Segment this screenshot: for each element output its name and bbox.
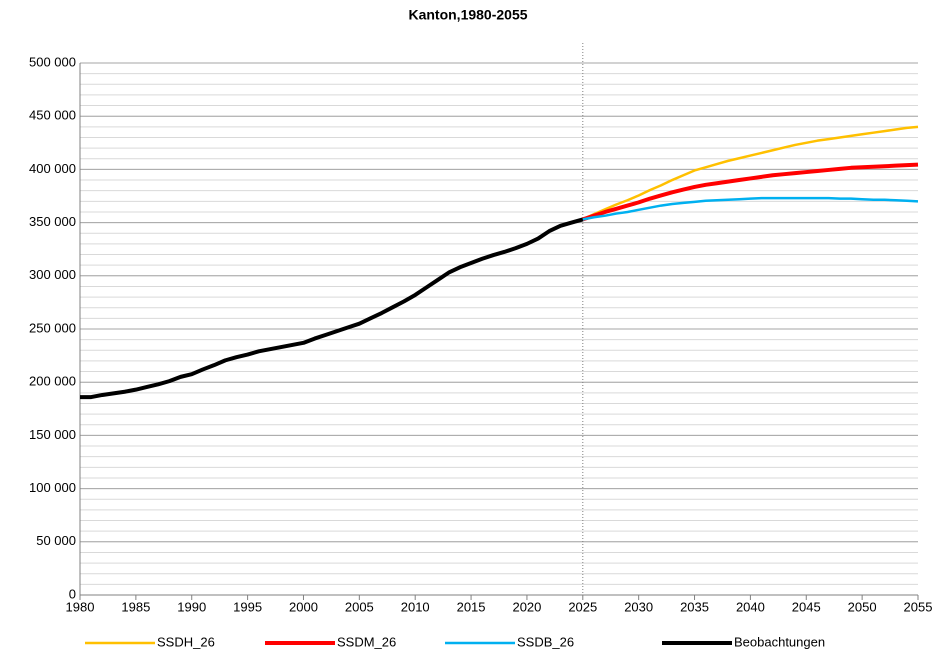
y-tick-label: 500 000 xyxy=(29,54,76,69)
series-line xyxy=(582,196,919,221)
y-tick-label: 350 000 xyxy=(29,214,76,229)
x-tick-label: 2010 xyxy=(401,599,430,614)
x-tick-label: 2035 xyxy=(680,599,709,614)
series-line xyxy=(582,125,919,221)
y-tick-label: 400 000 xyxy=(29,161,76,176)
x-tick-label: 2015 xyxy=(457,599,486,614)
x-tick-label: 2030 xyxy=(624,599,653,614)
y-tick-label: 150 000 xyxy=(29,427,76,442)
y-tick-label: 300 000 xyxy=(29,267,76,282)
x-tick-label: 2005 xyxy=(345,599,374,614)
legend-label: SSDM_26 xyxy=(337,634,396,649)
series-line xyxy=(582,162,919,222)
y-tick-label: 0 xyxy=(69,586,76,601)
y-tick-label: 50 000 xyxy=(36,533,76,548)
chart-title: Kanton,1980-2055 xyxy=(408,7,527,23)
legend-label: SSDH_26 xyxy=(157,634,215,649)
y-tick-label: 250 000 xyxy=(29,320,76,335)
y-tick-label: 450 000 xyxy=(29,108,76,123)
series-line xyxy=(80,217,584,400)
y-tick-label: 100 000 xyxy=(29,480,76,495)
legend-label: Beobachtungen xyxy=(734,634,825,649)
x-tick-label: 1980 xyxy=(66,599,95,614)
x-tick-label: 2055 xyxy=(904,599,933,614)
y-tick-label: 200 000 xyxy=(29,374,76,389)
x-tick-label: 2040 xyxy=(736,599,765,614)
x-tick-label: 2050 xyxy=(848,599,877,614)
x-tick-label: 2000 xyxy=(289,599,318,614)
x-tick-label: 1985 xyxy=(121,599,150,614)
x-tick-label: 2020 xyxy=(512,599,541,614)
x-tick-label: 2025 xyxy=(568,599,597,614)
legend-label: SSDB_26 xyxy=(517,634,574,649)
x-tick-label: 1990 xyxy=(177,599,206,614)
x-tick-label: 2045 xyxy=(792,599,821,614)
x-tick-label: 1995 xyxy=(233,599,262,614)
